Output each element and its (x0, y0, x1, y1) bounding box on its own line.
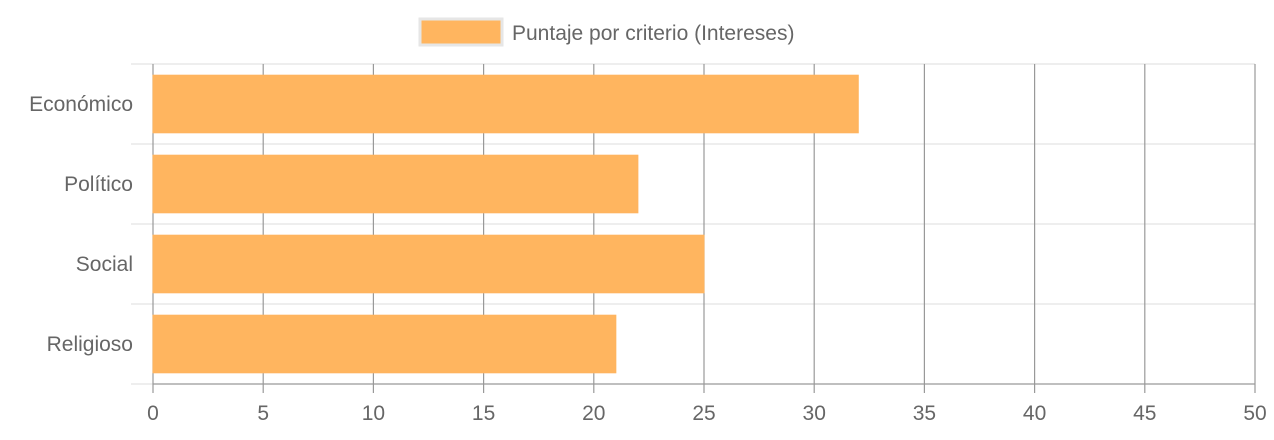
bar-económico[interactable] (152, 74, 859, 134)
x-tick-label: 25 (692, 402, 715, 425)
x-tick-label: 45 (1133, 402, 1156, 425)
legend-swatch (418, 17, 504, 47)
axes: 0 5 10 15 20 25 30 35 40 45 50 Económico Político Soc… (29, 93, 1267, 425)
y-category-label: Religioso (47, 333, 133, 356)
x-tick-label: 5 (257, 402, 269, 425)
y-category-label: Social (76, 253, 133, 276)
bar-religioso[interactable] (152, 314, 617, 374)
x-tick-label: 30 (803, 402, 826, 425)
legend-label: Puntaje por criterio (Intereses) (512, 22, 794, 45)
x-tick-label: 20 (582, 402, 605, 425)
x-tick-label: 0 (147, 402, 159, 425)
x-tick-label: 35 (913, 402, 936, 425)
y-category-label: Económico (29, 93, 133, 116)
x-tick-label: 50 (1243, 402, 1266, 425)
bar-político[interactable] (152, 154, 639, 214)
legend[interactable]: Puntaje por criterio (Intereses) (418, 17, 794, 47)
bar-social[interactable] (152, 234, 705, 294)
x-tick-label: 10 (362, 402, 385, 425)
y-category-label: Político (64, 173, 133, 196)
bars (152, 74, 859, 374)
x-tick-label: 40 (1023, 402, 1046, 425)
x-tick-label: 15 (472, 402, 495, 425)
